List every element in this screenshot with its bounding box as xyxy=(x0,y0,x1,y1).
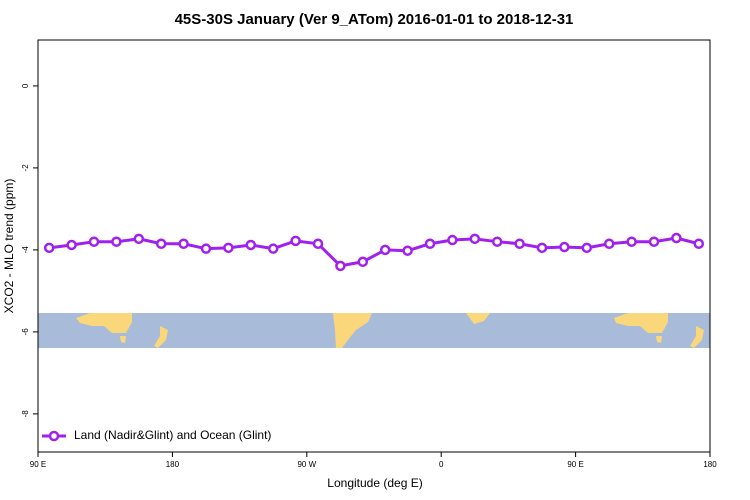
y-axis-label: XCO2 - MLO trend (ppm) xyxy=(2,179,16,314)
y-tick-label: -2 xyxy=(21,164,30,172)
data-point xyxy=(648,236,660,247)
data-point xyxy=(402,245,413,256)
data-point xyxy=(43,242,55,254)
data-point xyxy=(514,238,525,249)
x-tick-label: 180 xyxy=(166,460,180,469)
data-point xyxy=(379,244,391,256)
plot-frame xyxy=(37,39,711,453)
data-point xyxy=(491,236,503,247)
y-tick-label: -4 xyxy=(21,246,30,254)
data-point xyxy=(581,242,593,254)
data-point xyxy=(245,239,257,251)
legend-label: Land (Nadir&Glint) and Ocean (Glint) xyxy=(74,428,271,442)
data-point xyxy=(312,238,324,249)
data-point xyxy=(536,242,548,254)
y-tick-label: -8 xyxy=(21,410,30,418)
data-point xyxy=(66,239,77,251)
data-point xyxy=(88,236,100,247)
data-point xyxy=(290,235,301,247)
data-point xyxy=(626,236,637,247)
data-point xyxy=(559,241,570,253)
data-point xyxy=(200,243,212,254)
series-line xyxy=(49,236,700,268)
data-point xyxy=(357,256,369,268)
x-tick-label: 90 E xyxy=(567,460,583,469)
legend-marker xyxy=(48,430,60,442)
chart-title: 45S-30S January (Ver 9_ATom) 2016-01-01 … xyxy=(175,11,574,28)
data-point xyxy=(603,238,615,249)
data-point xyxy=(693,238,705,249)
y-tick-label: -6 xyxy=(21,328,30,336)
map-strip xyxy=(38,313,710,348)
data-point xyxy=(335,260,346,272)
y-tick-label: 0 xyxy=(21,83,30,88)
x-tick-label: 90 E xyxy=(30,460,46,469)
data-point xyxy=(178,238,189,249)
x-tick-label: 90 W xyxy=(297,460,316,469)
x-tick-label: 0 xyxy=(439,460,444,469)
data-point xyxy=(111,236,122,247)
data-point xyxy=(424,238,436,249)
data-point xyxy=(267,243,279,254)
data-point xyxy=(447,234,458,246)
data-point xyxy=(133,233,145,245)
data-point xyxy=(671,232,682,244)
data-point xyxy=(155,238,167,249)
data-point xyxy=(469,233,481,245)
legend: Land (Nadir&Glint) and Ocean (Glint) xyxy=(42,428,271,442)
x-tick-label: 180 xyxy=(703,460,717,469)
data-point xyxy=(223,242,234,254)
x-axis-label: Longitude (deg E) xyxy=(327,476,422,490)
